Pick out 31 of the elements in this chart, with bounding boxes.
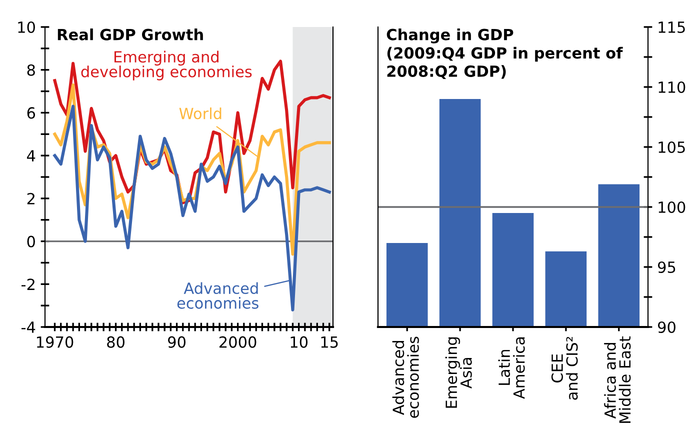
chart-title: Real GDP Growth [58,28,203,40]
x-tick-label: 80 [107,336,124,348]
legend-label: Advanced economies [177,282,258,309]
x-tick-label: 15 [321,336,338,348]
x-tick-label: 10 [290,336,308,348]
x-tick-label: 1970 [37,336,74,348]
y2-tick-label: 110 [658,81,686,94]
y-tick-label: 2 [27,192,34,204]
y-tick-label: 8 [27,64,35,76]
x-tick-label: Advanced economies [392,336,419,418]
y-tick-label: -2 [21,278,34,290]
y-tick-label: 0 [27,236,35,248]
text: Change in GDP (2009:Q4 GDP in percent of 2008:Q2 GDP) [386,28,623,79]
line-series [53,104,331,312]
series-label: World [179,107,222,120]
y2-tick-label: 105 [658,141,685,154]
x-tick-label: CEE and CIS² [551,336,578,400]
y2-tick-label: 100 [658,201,686,214]
x-tick-label: 2000 [219,336,256,348]
y2-tick-label: 90 [658,321,676,334]
x-tick-label: Emerging Asia [445,337,472,408]
y2-tick-label: 115 [658,22,685,34]
y-tick-label: -4 [21,322,36,333]
y-tick-label: 4 [27,150,36,162]
series-label: Emerging and developing economies [81,50,252,80]
x-tick-label: Africa and Middle East [604,336,631,423]
x-tick-label: Latin America [498,337,525,399]
y-tick-label: 10 [18,21,35,34]
y2-tick-label: 95 [658,261,676,274]
y-tick-label: 6 [27,107,36,119]
x-tick-label: 90 [168,336,186,348]
